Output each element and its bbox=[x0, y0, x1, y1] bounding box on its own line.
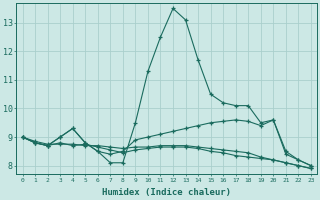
X-axis label: Humidex (Indice chaleur): Humidex (Indice chaleur) bbox=[102, 188, 231, 197]
